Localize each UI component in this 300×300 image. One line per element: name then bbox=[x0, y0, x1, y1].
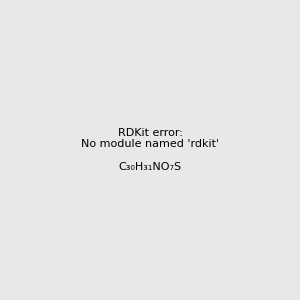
Text: RDKit error:
No module named 'rdkit'

C₃₀H₃₁NO₇S: RDKit error: No module named 'rdkit' C₃₀… bbox=[81, 128, 219, 172]
